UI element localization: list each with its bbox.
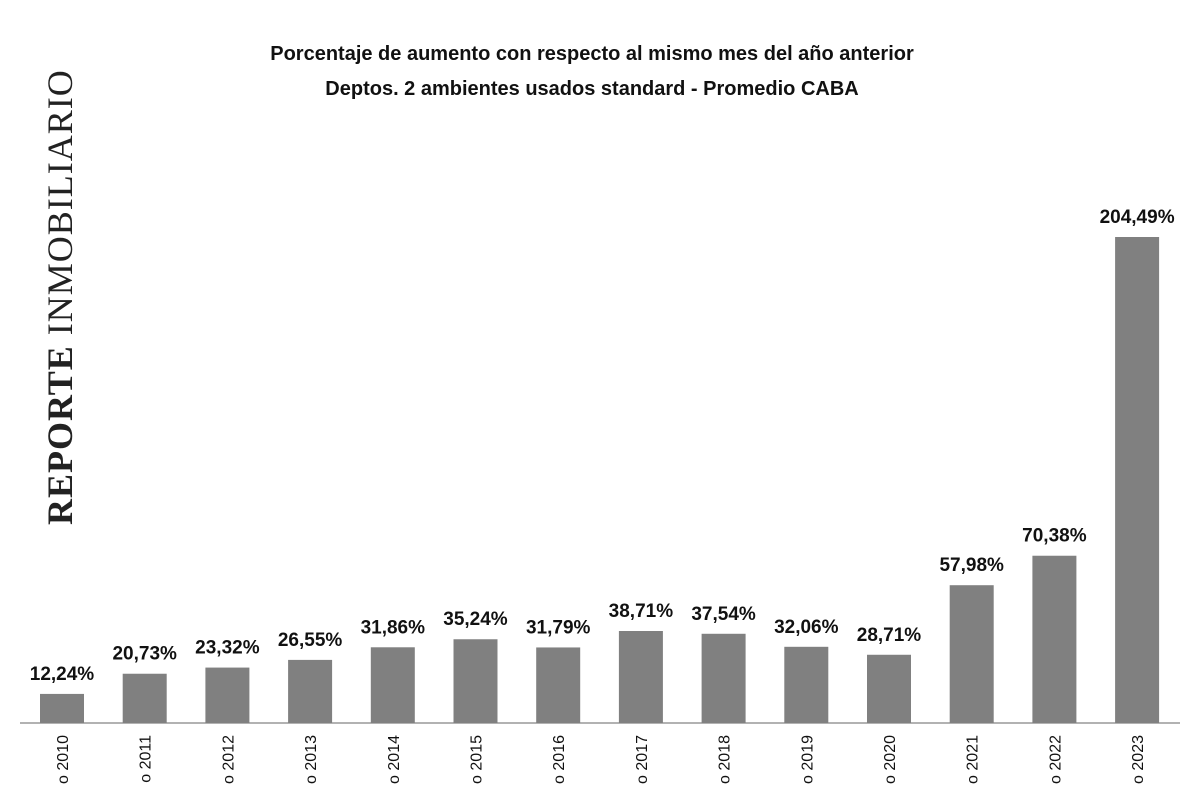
bar [122, 673, 167, 723]
bar [1032, 555, 1077, 723]
x-tick-label: o 2022 [1047, 735, 1064, 784]
bar [205, 667, 250, 723]
bar [40, 693, 84, 723]
x-tick-label: o 2018 [717, 735, 734, 784]
data-label: 32,06% [774, 617, 839, 638]
data-label: 57,98% [939, 555, 1004, 576]
bar [370, 647, 415, 723]
x-tick-label: o 2020 [882, 735, 899, 784]
bar [1115, 237, 1160, 723]
data-label: 20,73% [112, 644, 177, 665]
x-tick-label: o 2015 [469, 735, 486, 784]
data-label: 12,24% [30, 664, 95, 685]
bar [701, 633, 746, 723]
bar [618, 631, 663, 723]
data-label: 28,71% [857, 625, 922, 646]
watermark-regular: INMOBILIARIO [40, 69, 80, 335]
x-tick-label: o 2014 [386, 735, 403, 784]
bar [949, 585, 994, 723]
data-label: 31,79% [526, 617, 591, 638]
bar [288, 659, 333, 723]
data-label: 31,86% [361, 617, 426, 638]
data-label: 70,38% [1022, 526, 1087, 547]
bar [453, 639, 498, 723]
x-tick-label: o 2023 [1130, 735, 1147, 784]
data-label: 38,71% [609, 601, 674, 622]
x-tick-label: o 2011 [138, 735, 155, 783]
watermark: REPORTE INMOBILIARIO [40, 69, 80, 525]
x-tick-label: o 2019 [799, 735, 816, 784]
x-tick-label: o 2017 [634, 735, 651, 784]
x-tick-label: o 2012 [220, 735, 237, 784]
bar [536, 647, 581, 723]
bar [784, 646, 829, 723]
data-label: 37,54% [691, 604, 756, 625]
x-tick-label: o 2021 [965, 735, 982, 784]
x-tick-label: o 2013 [303, 735, 320, 784]
x-tick-label: o 2010 [55, 735, 72, 784]
bar [867, 654, 911, 723]
chart-subtitle: Deptos. 2 ambientes usados standard - Pr… [325, 78, 858, 100]
data-label: 204,49% [1100, 207, 1175, 228]
data-label: 23,32% [195, 638, 260, 659]
chart-title: Porcentaje de aumento con respecto al mi… [270, 43, 914, 65]
data-label: 26,55% [278, 630, 343, 651]
data-label: 35,24% [443, 609, 508, 630]
x-tick-label: o 2016 [551, 735, 568, 784]
watermark-bold: REPORTE [40, 345, 80, 525]
